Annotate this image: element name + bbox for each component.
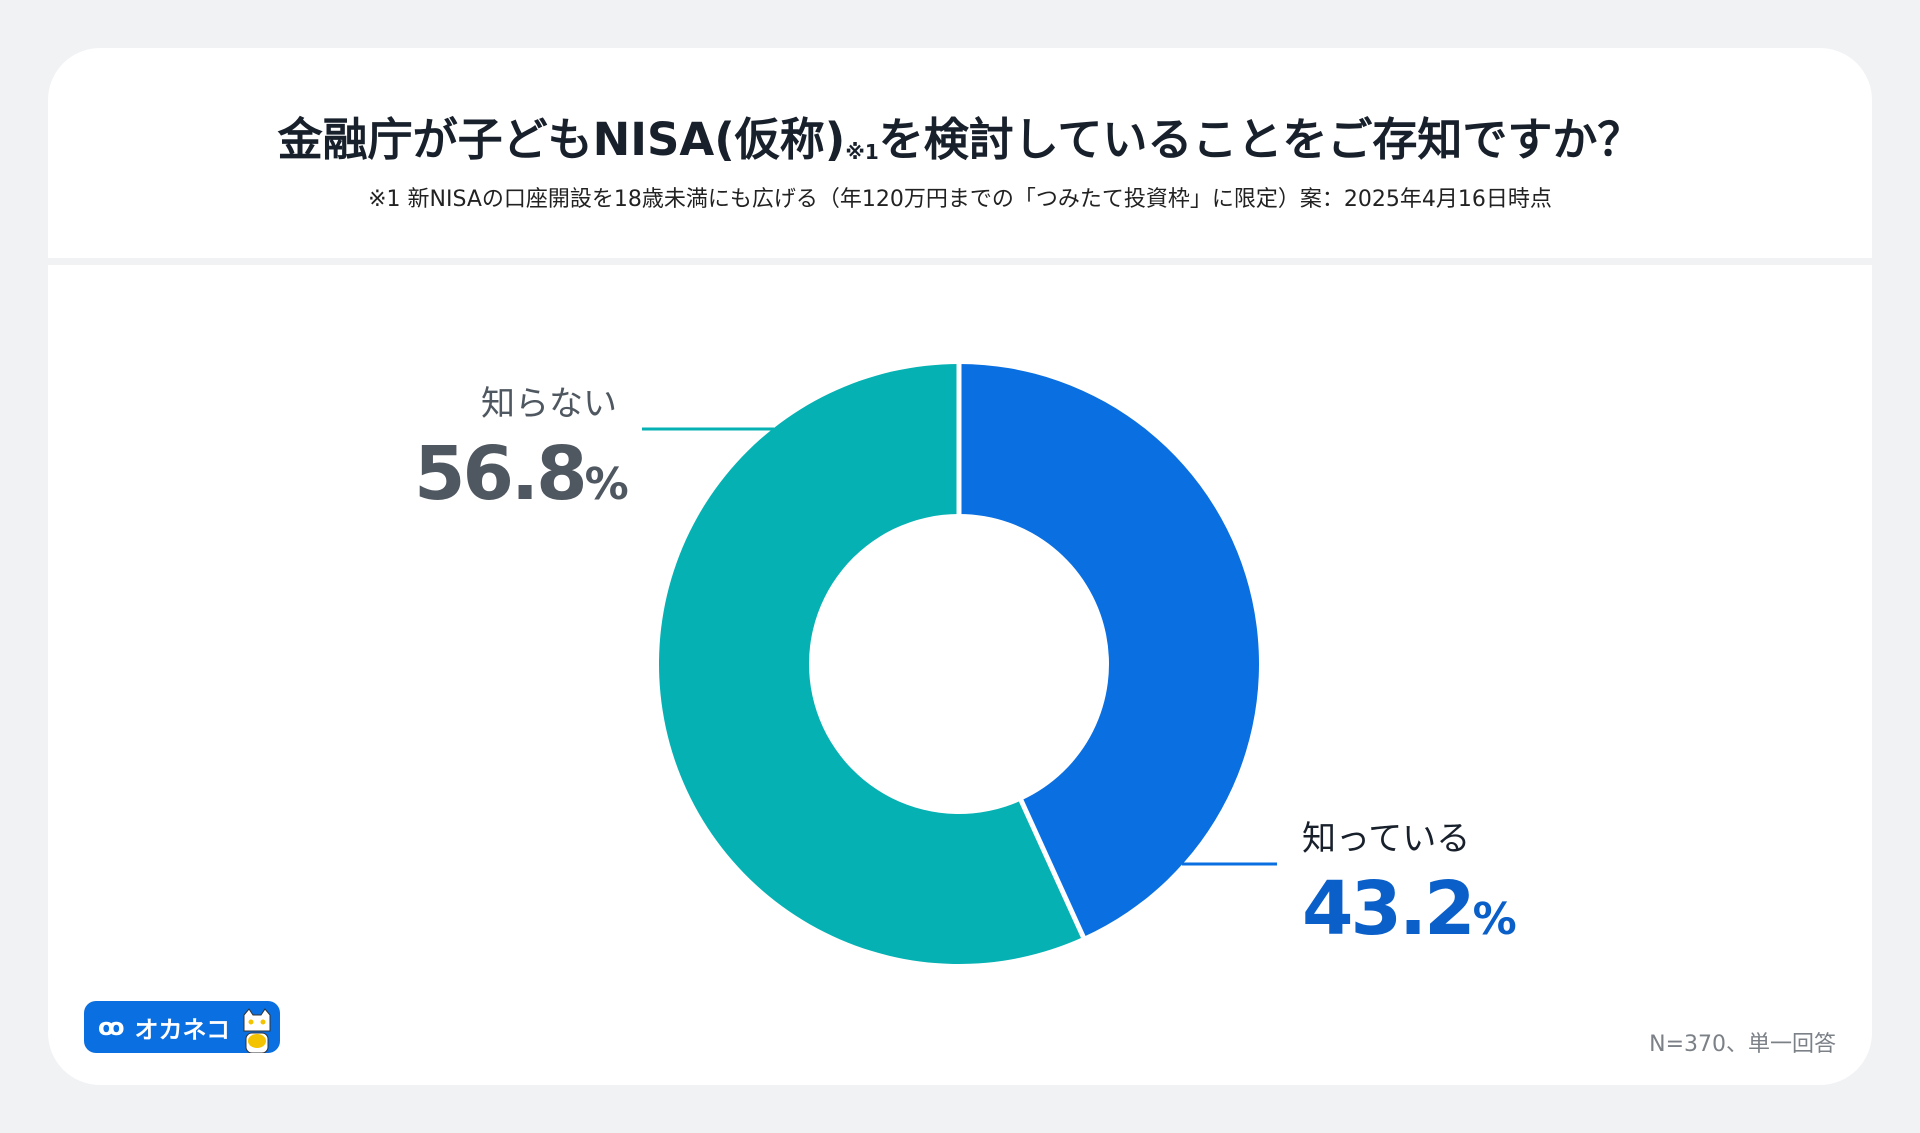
cat-mascot-icon xyxy=(243,1008,271,1053)
chart-title: 金融庁が子どもNISA(仮称)※1を検討していることをご存知ですか？ xyxy=(277,113,1643,166)
value-unknown: 56.8% xyxy=(414,431,629,517)
okaneko-logo: ꝏ オカネコ xyxy=(84,1001,280,1053)
donut-chart xyxy=(642,362,1277,964)
label-unknown: 知らない xyxy=(481,384,617,424)
slice-separator xyxy=(1018,797,1087,940)
header-divider xyxy=(48,258,1872,265)
sample-note: N=370、単一回答 xyxy=(1649,1032,1836,1057)
chart-subtitle: ※1 新NISAの口座開設を18歳未満にも広げる（年120万円までの「つみたて投… xyxy=(368,187,1552,212)
logo-text: オカネコ xyxy=(134,1015,231,1044)
slice-known xyxy=(959,364,1260,938)
chart-card: 金融庁が子どもNISA(仮称)※1を検討していることをご存知ですか？ ※1 新N… xyxy=(48,48,1872,1085)
slice-unknown xyxy=(659,364,1084,964)
logo-mark-icon: ꝏ xyxy=(98,1013,125,1041)
value-known: 43.2% xyxy=(1302,866,1517,952)
label-known: 知っている xyxy=(1302,819,1471,859)
